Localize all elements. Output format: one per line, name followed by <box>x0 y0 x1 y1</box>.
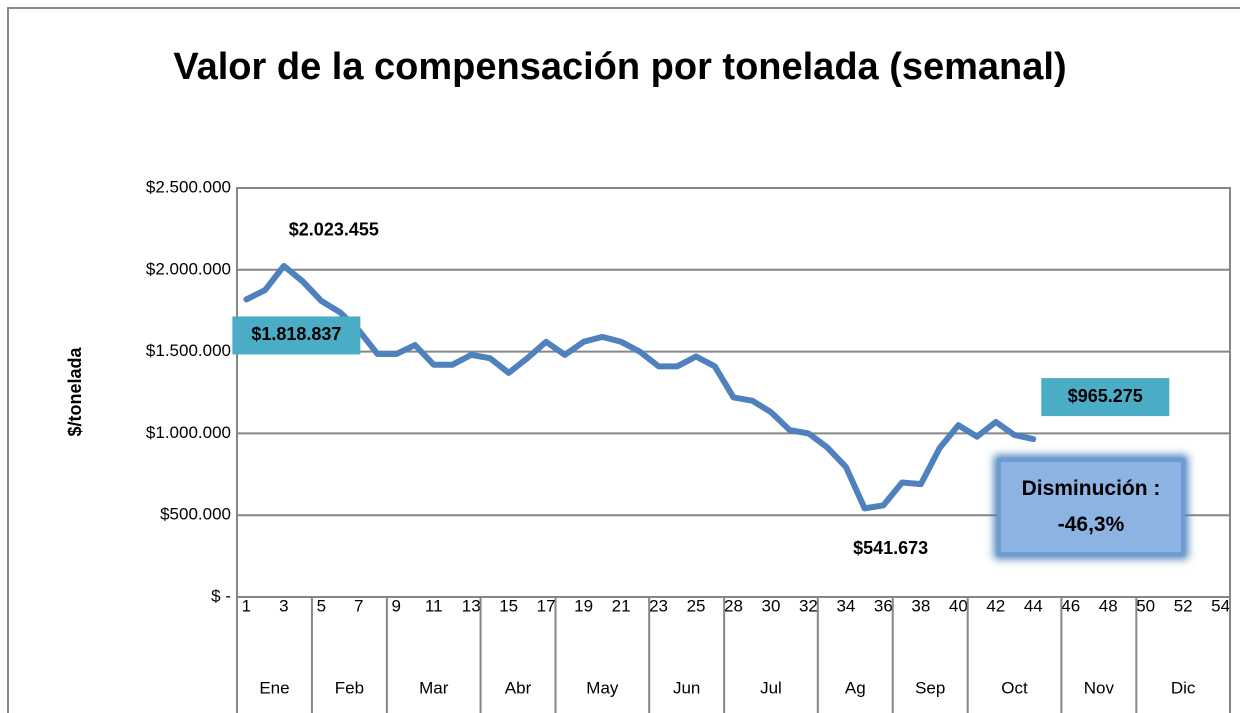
x-tick-label: 3 <box>279 596 288 615</box>
value-label: $541.673 <box>853 538 928 558</box>
group-label: Dic <box>1171 678 1196 697</box>
x-tick-label: 34 <box>836 596 855 615</box>
x-tick-label: 13 <box>462 596 481 615</box>
x-tick-label: 23 <box>649 596 668 615</box>
x-tick-label: 1 <box>242 596 251 615</box>
chart-title: Valor de la compensación por tonelada (s… <box>173 46 1067 88</box>
x-tick-label: 50 <box>1136 596 1155 615</box>
y-tick-label: $500.000 <box>160 505 231 524</box>
x-tick-label: 38 <box>911 596 930 615</box>
y-tick-label: $1.000.000 <box>146 423 231 442</box>
group-label: Sep <box>915 678 945 697</box>
group-label: Feb <box>335 678 364 697</box>
x-tick-label: 5 <box>317 596 326 615</box>
callout: Disminución : -46,3% <box>997 458 1185 556</box>
y-tick-label: $2.500.000 <box>146 177 231 196</box>
x-tick-label: 17 <box>537 596 556 615</box>
x-tick-label: 25 <box>687 596 706 615</box>
value-label-box <box>232 316 361 355</box>
x-tick-label: 30 <box>762 596 781 615</box>
value-label: $2.023.455 <box>289 220 379 240</box>
data-line <box>243 262 1037 512</box>
group-label: Ene <box>259 678 289 697</box>
group-label: May <box>586 678 619 697</box>
x-tick-label: 36 <box>874 596 893 615</box>
group-label: Jun <box>673 678 700 697</box>
x-tick-label: 19 <box>574 596 593 615</box>
group-label: Mar <box>419 678 449 697</box>
group-label: Abr <box>505 678 532 697</box>
x-tick-label: 42 <box>986 596 1005 615</box>
x-tick-label: 15 <box>499 596 518 615</box>
x-tick-label: 11 <box>425 596 443 615</box>
plot-border <box>236 187 1231 598</box>
x-tick-label: 7 <box>354 596 363 615</box>
value-label-box <box>1041 378 1170 417</box>
x-tick-label: 40 <box>949 596 968 615</box>
value-label: $1.818.837 <box>251 324 341 344</box>
x-tick-label: 52 <box>1174 596 1193 615</box>
value-label: $965.275 <box>1068 386 1143 406</box>
x-tick-label: 21 <box>612 596 631 615</box>
group-label: Oct <box>1001 678 1028 697</box>
chart-frame <box>7 7 1240 713</box>
y-tick-label: $ - <box>211 586 231 605</box>
y-tick-label: $1.500.000 <box>146 341 231 360</box>
x-tick-label: 32 <box>799 596 818 615</box>
x-tick-label: 46 <box>1061 596 1080 615</box>
x-tick-label: 48 <box>1099 596 1118 615</box>
x-tick-label: 9 <box>392 596 401 615</box>
x-tick-label: 28 <box>724 596 743 615</box>
y-tick-label: $2.000.000 <box>146 259 231 278</box>
group-label: Ag <box>845 678 866 697</box>
group-label: Jul <box>760 678 782 697</box>
y-axis-label: $/tonelada <box>65 347 85 437</box>
group-label: Nov <box>1084 678 1115 697</box>
x-tick-label: 54 <box>1211 596 1230 615</box>
x-tick-label: 44 <box>1024 596 1043 615</box>
